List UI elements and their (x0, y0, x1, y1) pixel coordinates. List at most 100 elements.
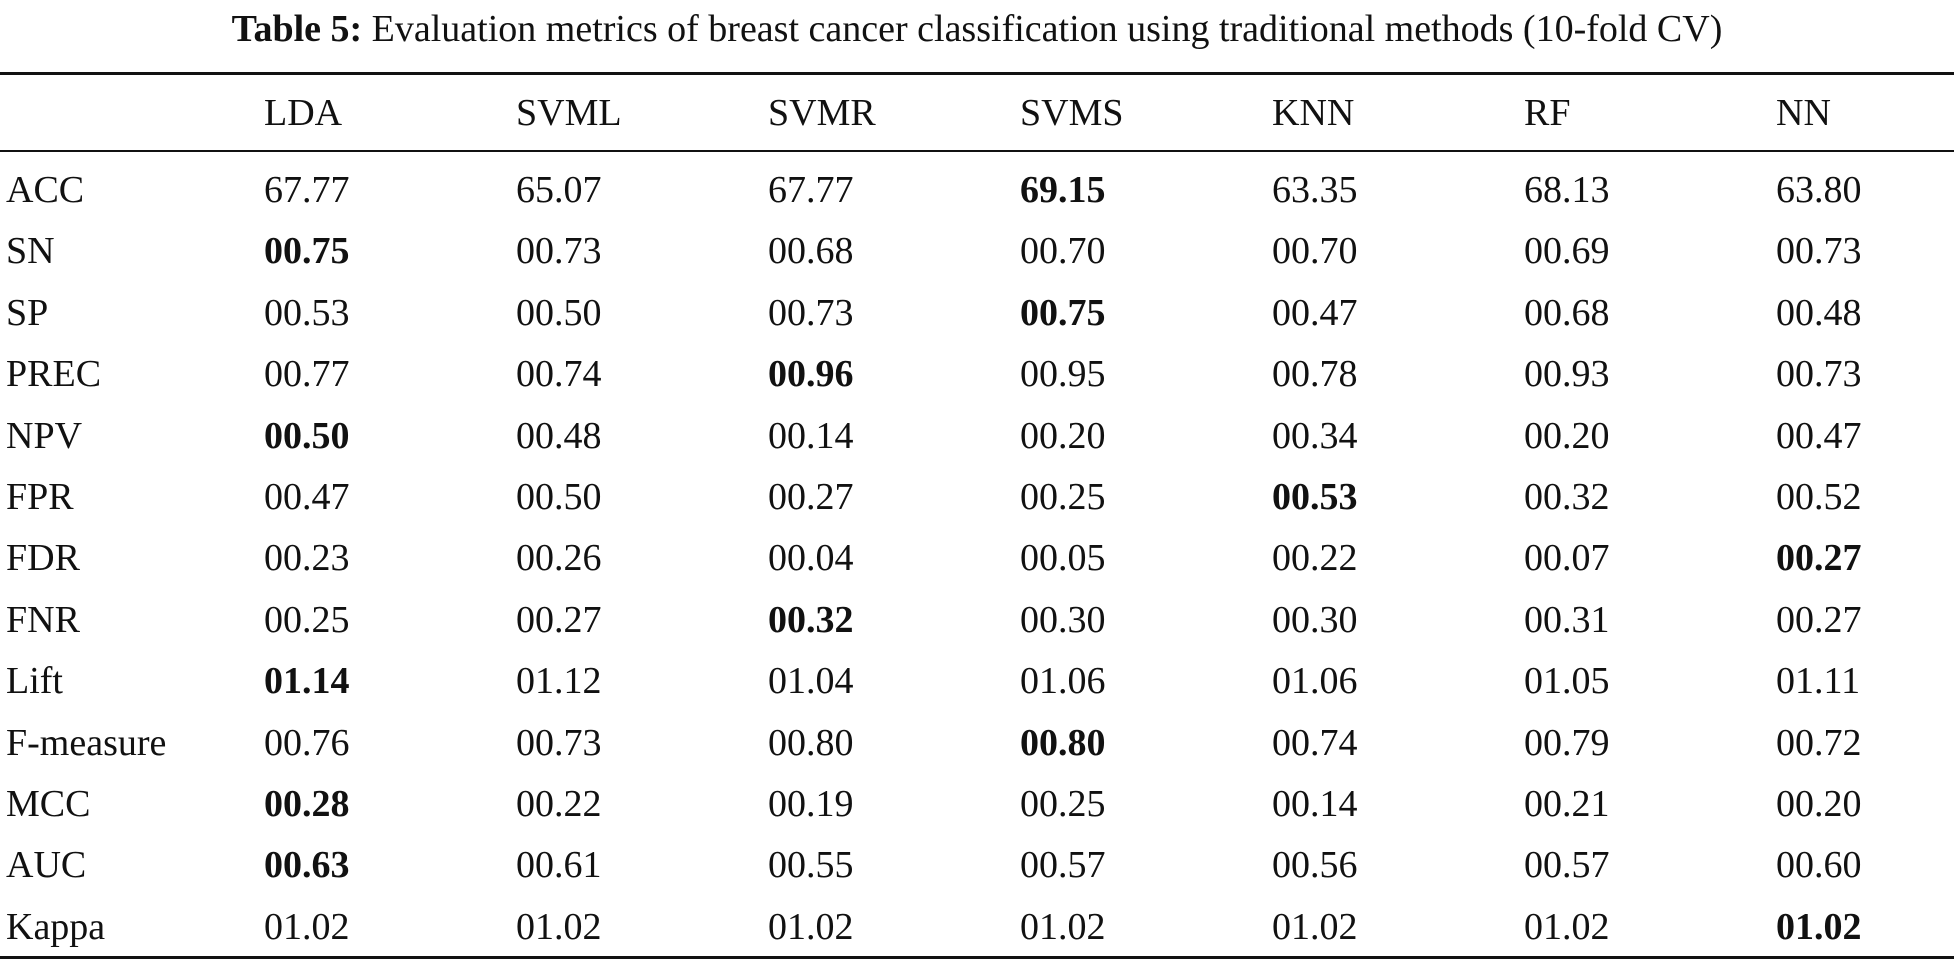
table-cell: 00.61 (516, 844, 602, 887)
table-cell: 00.76 (264, 721, 350, 764)
table-cell: 01.02 (1272, 905, 1358, 948)
table-cell: 00.22 (516, 783, 602, 826)
table-cell: 00.73 (516, 721, 602, 764)
table-cell: 01.05 (1524, 660, 1610, 703)
table-cell: 00.22 (1272, 537, 1358, 580)
table-cell: 00.68 (1524, 291, 1610, 334)
row-label-fnr: FNR (6, 598, 80, 641)
row-label-prec: PREC (6, 353, 102, 396)
table-cell: 00.27 (768, 476, 854, 519)
table-cell: 00.93 (1524, 353, 1610, 396)
table-cell: 00.68 (768, 230, 854, 273)
table-cell: 01.12 (516, 660, 602, 703)
table-cell: 00.20 (1776, 783, 1862, 826)
table-header: LDA SVML SVMR SVMS KNN RF NN (0, 80, 1954, 146)
table-cell: 00.52 (1776, 476, 1862, 519)
table-cell: 00.63 (264, 844, 350, 887)
table-cell: 00.57 (1020, 844, 1106, 887)
table-cell: 00.75 (264, 230, 350, 273)
table-cell: 00.28 (264, 783, 350, 826)
table-cell: 00.50 (264, 414, 350, 457)
table-cell: 01.02 (1524, 905, 1610, 948)
table-row: FNR 00.25 00.27 00.32 00.30 00.30 00.31 00.27 (0, 590, 1954, 651)
table-cell: 00.70 (1272, 230, 1358, 273)
row-label-f-measure: F-measure (6, 721, 167, 764)
table-row: SP 00.53 00.50 00.73 00.75 00.47 00.68 00.48 (0, 283, 1954, 344)
metrics-table-body: ACC 67.77 65.07 67.77 69.15 63.35 68.13 63.80 SN… (0, 160, 1954, 958)
table-row: MCC 00.28 00.22 00.19 00.25 00.14 00.21 00.20 (0, 774, 1954, 835)
table-cell: 01.02 (768, 905, 854, 948)
header-cell-lda: LDA (264, 92, 343, 134)
table-cell: 00.25 (1020, 476, 1106, 519)
table-cell: 67.77 (768, 169, 854, 211)
table-body: ACC 67.77 65.07 67.77 69.15 63.35 68.13 63.80 SN… (0, 160, 1954, 958)
table-cell: 01.04 (768, 660, 854, 703)
header-cell-nn: NN (1776, 92, 1831, 134)
table-row: SN 00.75 00.73 00.68 00.70 00.70 00.69 00.73 (0, 221, 1954, 282)
table-cell: 01.02 (1020, 905, 1106, 948)
row-label-lift: Lift (6, 660, 63, 703)
header-rule (0, 150, 1954, 152)
table-cell: 00.96 (768, 353, 854, 396)
table-cell: 00.47 (264, 476, 350, 519)
table-cell: 01.11 (1776, 660, 1861, 703)
table-row: Kappa 01.02 01.02 01.02 01.02 01.02 01.02 01.02 (0, 897, 1954, 958)
table-cell: 00.80 (1020, 721, 1106, 764)
table-cell: 01.06 (1020, 660, 1106, 703)
table-cell: 00.30 (1272, 598, 1358, 641)
row-label-acc: ACC (6, 169, 85, 211)
table-cell: 00.70 (1020, 230, 1106, 273)
row-label-auc: AUC (6, 844, 87, 887)
table-cell: 00.78 (1272, 353, 1358, 396)
table-row: F-measure 00.76 00.73 00.80 00.80 00.74 00.79 0… (0, 713, 1954, 774)
table-cell: 00.56 (1272, 844, 1358, 887)
caption-label: Table 5: (231, 8, 363, 50)
table-cell: 00.05 (1020, 537, 1106, 580)
table-cell: 00.57 (1524, 844, 1610, 887)
table-cell: 00.74 (1272, 721, 1358, 764)
table-cell: 67.77 (264, 169, 350, 211)
table-cell: 00.79 (1524, 721, 1610, 764)
table-cell: 00.19 (768, 783, 854, 826)
table-cell: 63.80 (1776, 169, 1862, 211)
table-cell: 01.14 (264, 660, 350, 703)
table-cell: 00.34 (1272, 414, 1358, 457)
table-cell: 00.73 (768, 291, 854, 334)
table-cell: 00.55 (768, 844, 854, 887)
table-cell: 00.73 (1776, 230, 1862, 273)
table-cell: 00.04 (768, 537, 854, 580)
table-cell: 00.72 (1776, 721, 1862, 764)
table-cell: 00.80 (768, 721, 854, 764)
table-caption: Table 5: Evaluation metrics of breast ca… (0, 0, 1954, 58)
header-cell-corner (0, 80, 264, 146)
table-row: Lift 01.14 01.12 01.04 01.06 01.06 01.05 01.11 (0, 651, 1954, 712)
table-cell: 00.20 (1524, 414, 1610, 457)
table-cell: 00.48 (516, 414, 602, 457)
table-cell: 69.15 (1020, 169, 1106, 211)
row-label-mcc: MCC (6, 783, 91, 826)
table-cell: 00.50 (516, 291, 602, 334)
table-row: FDR 00.23 00.26 00.04 00.05 00.22 00.07 00.27 (0, 528, 1954, 589)
row-label-sp: SP (6, 291, 49, 334)
header-cell-rf: RF (1524, 92, 1571, 134)
caption-text: Evaluation metrics of breast cancer clas… (371, 8, 1723, 50)
table-cell: 00.47 (1272, 291, 1358, 334)
table-cell: 63.35 (1272, 169, 1358, 211)
row-label-kappa: Kappa (6, 905, 106, 948)
header-cell-svmr: SVMR (768, 92, 876, 134)
table-cell: 00.74 (516, 353, 602, 396)
table-cell: 00.75 (1020, 291, 1106, 334)
table-row: AUC 00.63 00.61 00.55 00.57 00.56 00.57 00.60 (0, 835, 1954, 896)
header-cell-svms: SVMS (1020, 92, 1124, 134)
header-cell-svml: SVML (516, 92, 622, 134)
table-cell: 01.06 (1272, 660, 1358, 703)
table-cell: 68.13 (1524, 169, 1610, 211)
table-cell: 00.53 (264, 291, 350, 334)
table-cell: 00.27 (516, 598, 602, 641)
table-cell: 01.02 (516, 905, 602, 948)
row-label-fdr: FDR (6, 537, 80, 580)
table-cell: 01.02 (264, 905, 350, 948)
table-cell: 00.21 (1524, 783, 1610, 826)
table-cell: 00.07 (1524, 537, 1610, 580)
table-cell: 00.69 (1524, 230, 1610, 273)
